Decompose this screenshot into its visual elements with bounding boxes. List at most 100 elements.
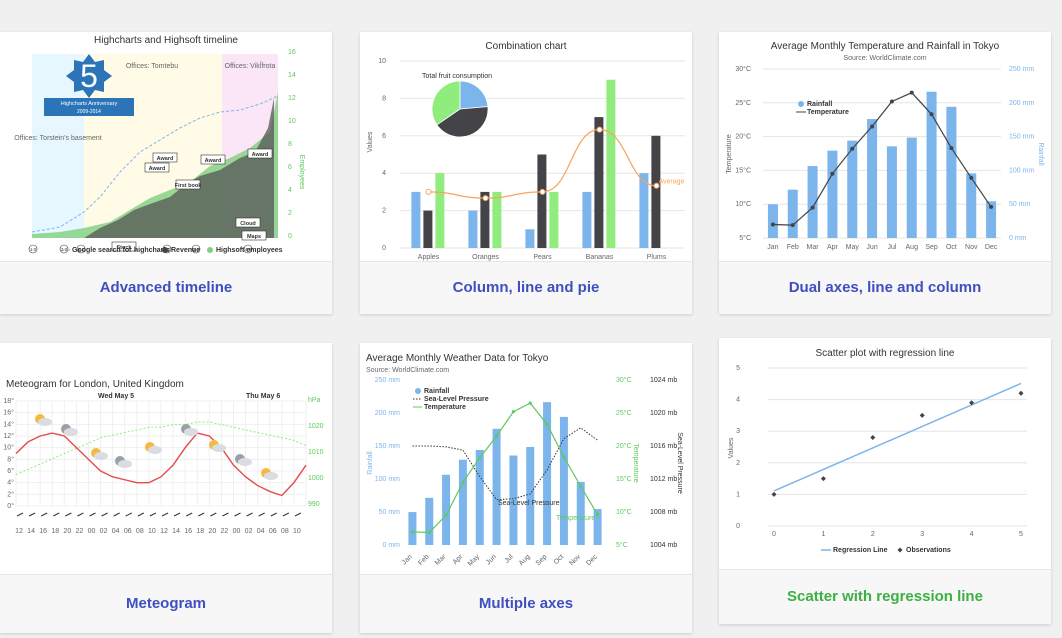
average-line (428, 129, 657, 199)
wind-arrow-icon (53, 512, 60, 517)
x-tick: 4 (970, 531, 974, 538)
card-caption-link[interactable]: Multiple axes (360, 574, 692, 633)
wind-arrow-icon (246, 512, 253, 517)
temperature-marker (909, 90, 914, 95)
temperature-marker (444, 513, 448, 517)
legend-item: Revenue (171, 247, 200, 254)
demo-card-scatter-regression[interactable]: Scatter plot with regression line Values… (719, 338, 1051, 624)
column-bar (480, 191, 490, 248)
chart-thumbnail[interactable]: Meteogram for London, United Kingdom Wed… (0, 343, 332, 575)
badge-text: Highcharts Anniversary (61, 101, 118, 107)
column-bar (411, 191, 421, 248)
card-caption-link[interactable]: Advanced timeline (0, 261, 332, 314)
temperature-marker (889, 99, 894, 104)
x-tick: 00 (233, 528, 241, 535)
right-tick: hPa (308, 397, 321, 404)
y-tick: 0 (736, 523, 740, 530)
right-tick: 100 mm (1009, 167, 1034, 174)
wind-arrow-icon (270, 512, 277, 517)
y-tick: 1 (736, 491, 740, 498)
card-caption-link[interactable]: Column, line and pie (360, 261, 692, 314)
wind-arrow-icon (234, 512, 241, 517)
column-bar (435, 173, 445, 248)
temperature-marker (427, 530, 431, 535)
wind-arrow-icon (101, 512, 108, 517)
card-caption-link[interactable]: Scatter with regression line (719, 569, 1051, 624)
rainfall-bar (593, 509, 602, 545)
column-bar (468, 210, 478, 248)
regression-line (773, 382, 1022, 492)
y-tick: 10 (378, 58, 386, 65)
demo-card-dual-axes[interactable]: Average Monthly Temperature and Rainfall… (719, 32, 1051, 314)
temperature-line (15, 432, 307, 497)
chart-subtitle: Source: WorldClimate.com (366, 367, 449, 374)
card-caption-link[interactable]: Meteogram (0, 574, 332, 633)
right-tick: 6 (288, 164, 292, 171)
wind-arrow-icon (125, 512, 132, 517)
legend-symbol (415, 388, 421, 394)
average-marker (653, 182, 660, 189)
temperature-tick: 25°C (616, 409, 632, 417)
cloud-icon (118, 460, 132, 468)
y-axis-label: Values (367, 131, 374, 152)
x-tick: Pears (533, 254, 552, 261)
x-tick: Feb (417, 553, 431, 567)
rainfall-tick: 200 mm (375, 410, 400, 417)
chart-thumbnail[interactable]: Highcharts and Highsoft timeline Offices… (0, 32, 332, 262)
chart-title: Meteogram for London, United Kingdom (6, 379, 184, 390)
x-tick: 04 (257, 528, 265, 535)
temperature-marker (478, 456, 482, 460)
badge-number: 5 (80, 58, 98, 94)
y-tick: 3 (736, 428, 740, 435)
wind-arrow-icon (16, 512, 24, 517)
rainfall-bar (543, 402, 552, 545)
right-tick: 4 (288, 187, 292, 194)
temperature-line (412, 402, 599, 534)
wind-arrow-icon (173, 512, 181, 517)
version-marker (191, 244, 201, 254)
wind-arrow-icon (137, 512, 145, 517)
event-flag-label: Cloud (240, 221, 256, 227)
card-caption-link[interactable]: Dual axes, line and column (719, 261, 1051, 314)
x-tick: May (467, 553, 482, 568)
pressure-tick: 1012 mb (650, 476, 677, 483)
right-axis-label: Rainfall (1037, 142, 1044, 166)
demo-card-column-line-pie[interactable]: Combination chart Values Total fruit con… (360, 32, 692, 314)
wind-arrow-icon (294, 512, 302, 517)
chart-thumbnail[interactable]: Combination chart Values Total fruit con… (360, 32, 692, 262)
observation-point (969, 400, 975, 406)
rainfall-bar (458, 459, 467, 545)
demo-card-multiple-axes[interactable]: Average Monthly Weather Data for Tokyo S… (360, 343, 692, 633)
x-tick: Jul (887, 244, 896, 251)
x-tick: 10 (293, 528, 301, 535)
demo-card-advanced-timeline[interactable]: Highcharts and Highsoft timeline Offices… (0, 32, 332, 314)
legend-item: Rainfall (424, 388, 449, 395)
plot-area: 0 1 2 3 4 5 0 1 2 3 4 5 Regression Line Observations (736, 365, 1027, 554)
temperature-marker (989, 204, 994, 209)
pie-slice (459, 80, 489, 110)
left-tick: 12° (3, 432, 14, 440)
version-label: 2.1 (78, 247, 85, 252)
rainfall-bar (946, 106, 957, 239)
rainfall-tick: 100 mm (375, 476, 400, 483)
left-tick: 0° (7, 502, 14, 510)
x-tick: Jan (401, 553, 414, 566)
event-flag-label: Stock (117, 245, 133, 251)
temperature-tick: 5°C (616, 541, 628, 549)
x-tick: 1 (821, 531, 825, 538)
chart-thumbnail[interactable]: Average Monthly Temperature and Rainfall… (719, 32, 1051, 262)
y-tick: 2 (736, 460, 740, 467)
temperature-marker (595, 513, 600, 517)
average-label: Average (659, 179, 685, 186)
chart-thumbnail[interactable]: Scatter plot with regression line Values… (719, 338, 1051, 570)
chart-thumbnail[interactable]: Average Monthly Weather Data for Tokyo S… (360, 343, 692, 575)
y-tick: 0 (382, 245, 386, 252)
legend-item: Rainfall (807, 101, 832, 108)
x-tick: Nov (568, 553, 582, 567)
rainfall-bar (408, 512, 417, 545)
y-tick: 5 (736, 365, 740, 372)
temperature-tick: 10°C (616, 508, 632, 516)
y-tick: 4 (382, 170, 386, 177)
demo-card-meteogram[interactable]: Meteogram for London, United Kingdom Wed… (0, 343, 332, 633)
x-tick: 16 (39, 528, 47, 535)
